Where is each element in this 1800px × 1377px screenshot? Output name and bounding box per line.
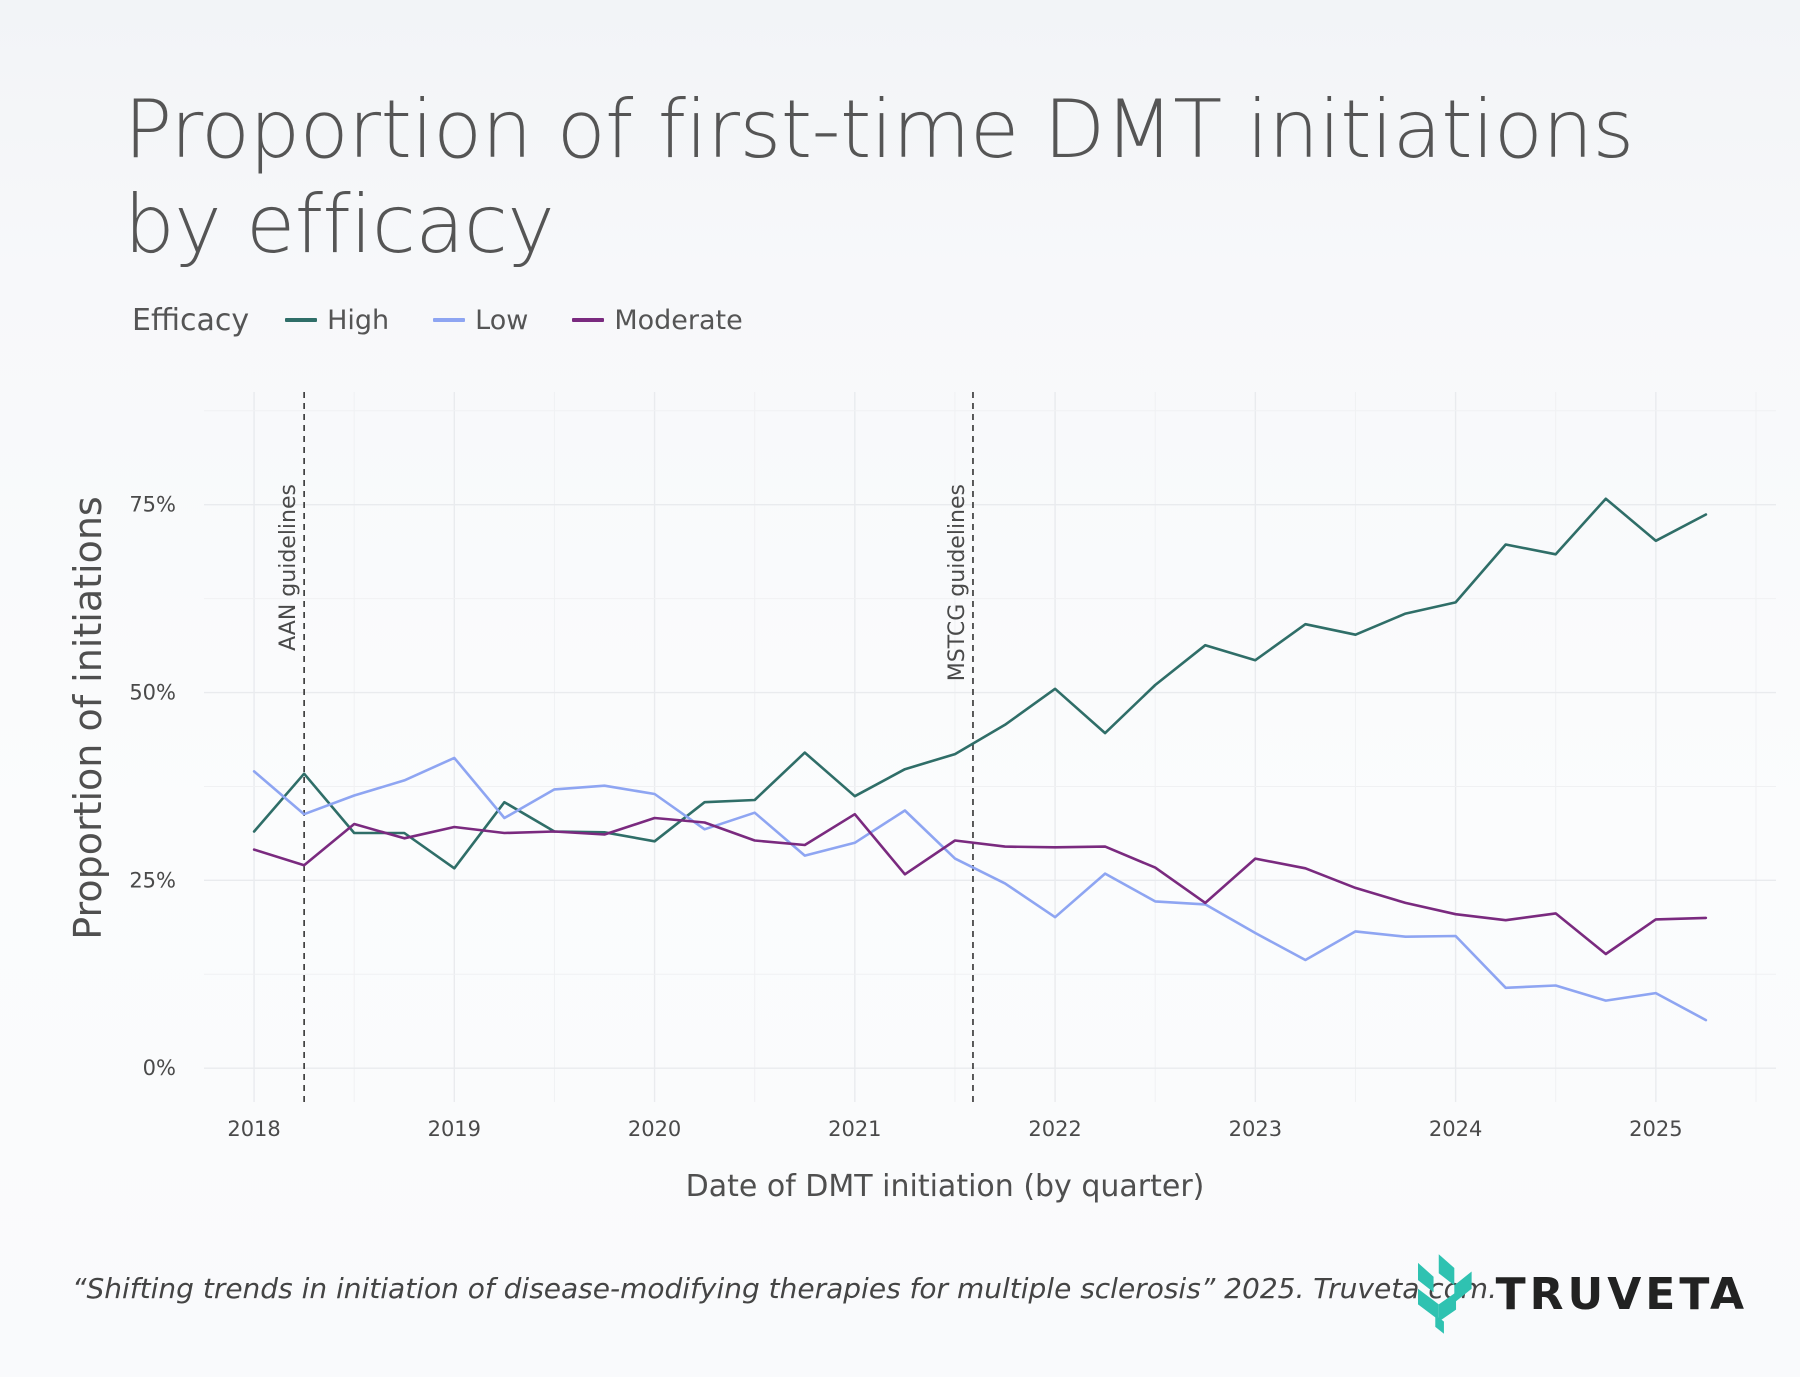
chart-series [252, 497, 1708, 1022]
legend-label-high: High [327, 304, 390, 336]
chart-title: Proportion of first-time DMT initiations… [124, 83, 1634, 271]
x-tick-label: 2024 [1429, 1117, 1482, 1141]
legend-item-low: Low [433, 305, 528, 336]
truveta-leaf-icon [1418, 1254, 1472, 1334]
series-line-low [252, 756, 1708, 1022]
legend-swatch-high [285, 318, 318, 322]
x-tick-label: 2020 [628, 1117, 681, 1141]
x-tick-label: 2018 [227, 1117, 280, 1141]
y-tick-label: 25% [129, 868, 176, 892]
legend-label-moderate: Moderate [614, 304, 743, 336]
legend-swatch-low [433, 318, 466, 322]
series-line-high [252, 497, 1708, 870]
footer-citation: “Shifting trends in initiation of diseas… [72, 1272, 1497, 1305]
legend-item-high: High [285, 305, 389, 336]
legend-item-moderate: Moderate [572, 304, 743, 336]
truveta-logo[interactable]: TRUVETA [1418, 1248, 1748, 1340]
x-tick-label: 2025 [1629, 1117, 1682, 1141]
x-tick-label: 2021 [828, 1117, 881, 1141]
logo-text: TRUVETA [1495, 1268, 1748, 1320]
legend-title: Efficacy [132, 302, 250, 338]
chart-annotations: AAN guidelines MSTCG guidelines [276, 392, 974, 1102]
chart-axes: 2018 2019 2020 2021 2022 2023 2024 2025 0% 25% 50%… [129, 493, 1682, 1141]
legend-swatch-moderate [572, 318, 605, 322]
x-tick-label: 2023 [1229, 1117, 1282, 1141]
x-tick-label: 2019 [428, 1117, 481, 1141]
y-tick-label: 0% [143, 1056, 176, 1080]
legend: Efficacy High Low Moderate [132, 298, 787, 342]
x-tick-label: 2022 [1028, 1117, 1081, 1141]
annotation-label: AAN guidelines [276, 484, 301, 651]
annotation-label: MSTCG guidelines [945, 484, 970, 681]
y-tick-label: 75% [129, 493, 176, 517]
y-axis-title: Proportion of initiations [66, 496, 110, 939]
legend-label-low: Low [475, 304, 529, 336]
x-axis-title: Date of DMT initiation (by quarter) [686, 1169, 1205, 1204]
chart-grid [204, 392, 1776, 1102]
series-line-moderate [252, 812, 1708, 956]
y-tick-label: 50% [129, 681, 176, 705]
